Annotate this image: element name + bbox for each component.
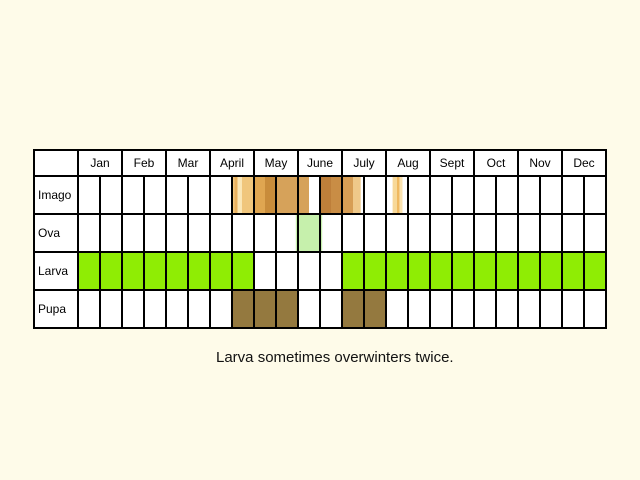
imago-period-4 bbox=[254, 176, 265, 214]
month-header-oct: Oct bbox=[487, 156, 506, 170]
month-header-nov: Nov bbox=[529, 156, 550, 170]
month-header-jan: Jan bbox=[90, 156, 109, 170]
month-header-july: July bbox=[353, 156, 374, 170]
imago-period-9 bbox=[331, 176, 342, 214]
row-label-imago: Imago bbox=[38, 188, 72, 202]
imago-period-1 bbox=[234, 176, 238, 214]
imago-period-8 bbox=[320, 176, 331, 214]
imago-period-2 bbox=[237, 176, 242, 214]
month-header-june: June bbox=[307, 156, 333, 170]
imago-period-10 bbox=[342, 176, 353, 214]
month-header-mar: Mar bbox=[178, 156, 199, 170]
imago-period-12 bbox=[392, 176, 397, 214]
row-label-pupa: Pupa bbox=[38, 302, 66, 316]
imago-period-6 bbox=[276, 176, 298, 214]
month-header-aug: Aug bbox=[397, 156, 418, 170]
row-label-ova: Ova bbox=[38, 226, 60, 240]
imago-period-11 bbox=[353, 176, 361, 214]
month-header-april: April bbox=[220, 156, 244, 170]
pupa-period-0 bbox=[232, 290, 298, 328]
month-header-dec: Dec bbox=[573, 156, 594, 170]
month-header-may: May bbox=[265, 156, 288, 170]
month-header-feb: Feb bbox=[134, 156, 155, 170]
imago-period-5 bbox=[265, 176, 276, 214]
row-label-larva: Larva bbox=[38, 264, 68, 278]
imago-period-7 bbox=[298, 176, 309, 214]
caption-note: Larva sometimes overwinters twice. bbox=[216, 349, 454, 366]
month-header-sept: Sept bbox=[440, 156, 465, 170]
imago-period-0 bbox=[232, 176, 235, 214]
imago-period-3 bbox=[241, 176, 254, 214]
imago-period-13 bbox=[397, 176, 400, 214]
imago-period-14 bbox=[399, 176, 403, 214]
ova-period-0 bbox=[295, 214, 323, 252]
